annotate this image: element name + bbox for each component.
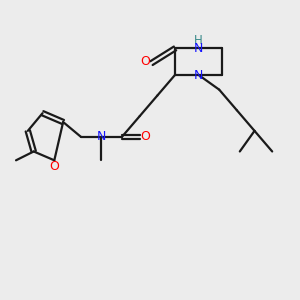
Text: O: O [140,55,150,68]
Text: H: H [194,34,203,47]
Text: O: O [50,160,59,173]
Text: N: N [194,42,203,55]
Text: N: N [97,130,106,143]
Text: O: O [141,130,151,143]
Text: N: N [194,69,203,82]
